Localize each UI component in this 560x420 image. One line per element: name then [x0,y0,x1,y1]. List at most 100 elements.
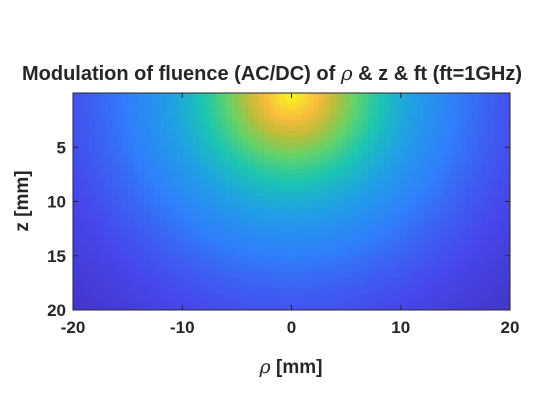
heatmap-cell [149,228,156,235]
heatmap-cell [455,277,462,284]
heatmap-cell [318,255,325,262]
heatmap-cell [193,293,200,300]
heatmap-cell [242,109,249,116]
heatmap-cell [438,130,446,137]
heatmap-cell [220,174,227,181]
heatmap-cell [242,272,249,279]
heatmap-cell [160,217,167,224]
heatmap-cell [149,196,156,203]
heatmap-cell [133,136,140,143]
heatmap-cell [215,282,222,289]
heatmap-cell [149,282,156,289]
heatmap-cell [89,212,96,219]
heatmap-cell [215,244,222,251]
heatmap-cell [417,179,424,186]
heatmap-cell [307,261,314,268]
heatmap-cell [138,206,145,213]
heatmap-cell [111,120,118,127]
heatmap-cell [100,212,107,219]
heatmap-cell [111,272,118,279]
heatmap-cell [378,168,385,175]
heatmap-cell [144,147,151,154]
heatmap-cell [258,103,265,110]
heatmap-cell [242,163,249,170]
heatmap-cell [291,282,298,289]
heatmap-cell [389,185,396,192]
heatmap-cell [182,201,189,208]
heatmap-cell [357,282,364,289]
heatmap-cell [176,109,183,116]
heatmap-cell [83,261,90,268]
heatmap-cell [493,103,500,110]
heatmap-cell [384,125,391,132]
heatmap-cell [171,114,178,121]
heatmap-cell [318,239,325,246]
heatmap-cell [73,158,80,165]
heatmap-cell [302,114,309,121]
heatmap-cell [209,250,216,257]
heatmap-cell [471,168,478,175]
heatmap-cell [269,266,276,273]
heatmap-cell [351,158,358,165]
heatmap-cell [433,158,440,165]
x-tick-label: 20 [501,318,520,337]
heatmap-cell [182,266,189,273]
heatmap-cell [291,288,298,295]
heatmap-cell [444,163,451,170]
heatmap-cell [449,239,456,246]
heatmap-cell [247,288,254,295]
heatmap-cell [395,293,402,300]
heatmap-cell [340,125,347,132]
heatmap-cell [324,125,331,132]
heatmap-cell [438,201,446,208]
heatmap-cell [269,174,276,181]
heatmap-cell [225,239,233,246]
heatmap-cell [154,93,161,100]
heatmap-cell [493,196,500,203]
heatmap-cell [406,234,413,241]
heatmap-cell [428,93,435,100]
heatmap-cell [340,299,347,306]
heatmap-cell [395,114,402,121]
heatmap-cell [460,288,467,295]
heatmap-cell [253,223,260,230]
heatmap-cell [302,304,309,310]
heatmap-cell [144,179,151,186]
heatmap-cell [499,103,506,110]
heatmap-cell [488,212,495,219]
heatmap-cell [253,266,260,273]
heatmap-cell [417,277,424,284]
heatmap-cell [471,103,478,110]
heatmap-cell [160,272,167,279]
heatmap-cell [346,152,353,159]
heatmap-cell [176,228,183,235]
heatmap-cell [269,282,276,289]
heatmap-cell [220,299,227,306]
heatmap-cell [384,141,391,148]
heatmap-cell [411,228,418,235]
heatmap-cell [455,228,462,235]
heatmap-cell [176,244,183,251]
heatmap-cell [258,130,265,137]
heatmap-cell [264,98,271,105]
heatmap-cell [340,158,347,165]
heatmap-cell [182,98,189,105]
heatmap-cell [471,277,478,284]
heatmap-cell [182,206,189,213]
heatmap-cell [493,158,500,165]
heatmap-cell [182,168,189,175]
heatmap-cell [373,293,380,300]
heatmap-cell [357,141,364,148]
heatmap-cell [302,109,309,116]
heatmap-cell [318,174,325,181]
heatmap-cell [313,174,320,181]
heatmap-cell [171,223,178,230]
heatmap-cell [111,206,118,213]
heatmap-cell [340,93,347,100]
heatmap-cell [258,196,265,203]
heatmap-cell [89,174,96,181]
heatmap-cell [105,152,112,159]
heatmap-cell [269,277,276,284]
